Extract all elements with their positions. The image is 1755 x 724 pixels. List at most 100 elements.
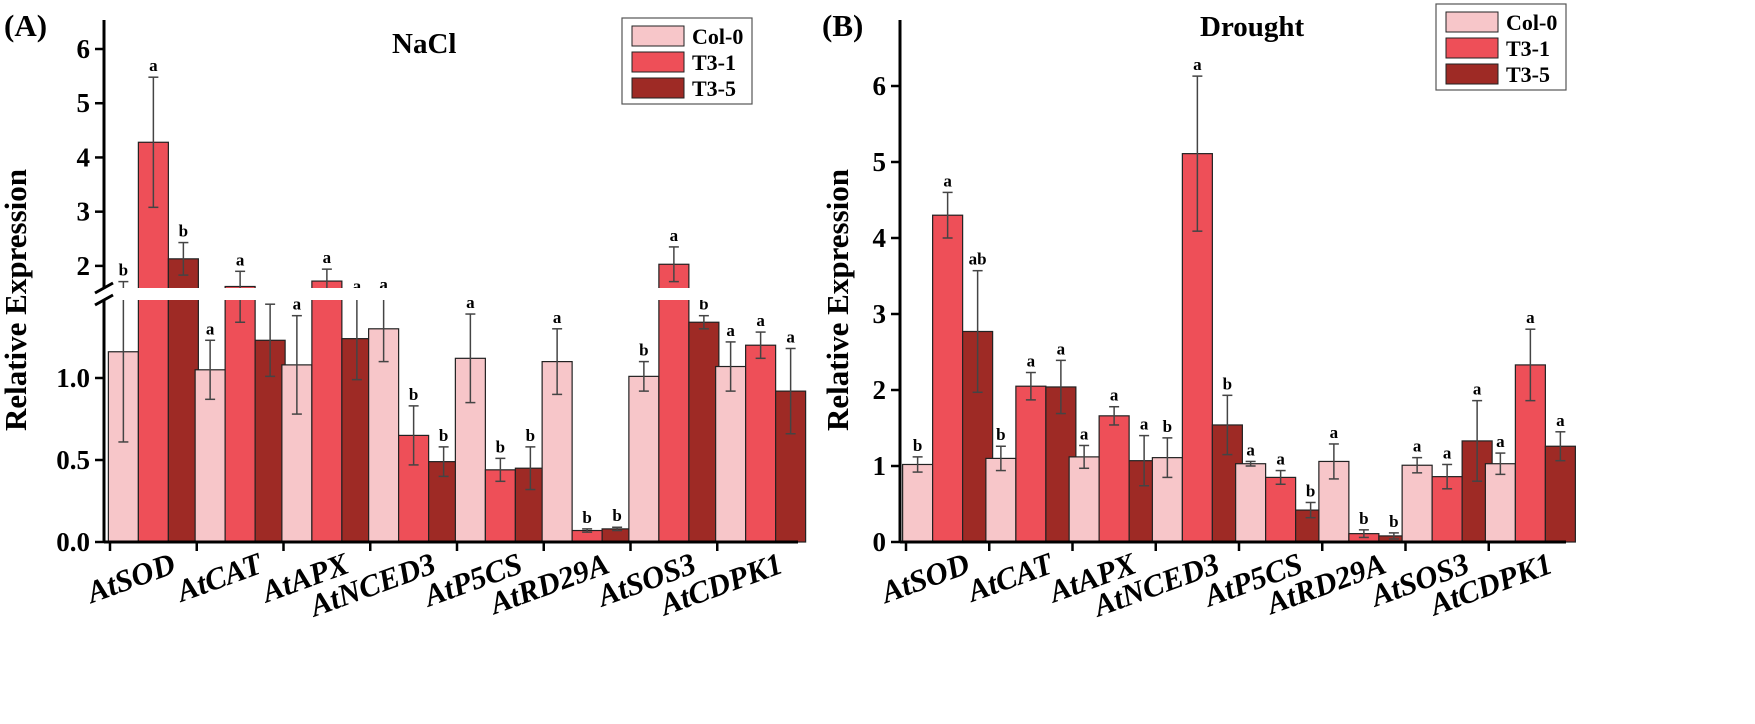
significance-label: b: [612, 506, 621, 525]
panel-b-label: (B): [822, 8, 863, 43]
legend-swatch: [1445, 63, 1499, 85]
significance-label: a: [756, 311, 765, 330]
y-tick-label: 6: [77, 34, 91, 64]
y-tick-label: 4: [873, 223, 887, 253]
significance-label: b: [439, 426, 448, 445]
significance-label: a: [1057, 339, 1066, 358]
significance-label: a: [943, 171, 952, 190]
significance-label: b: [1223, 374, 1232, 393]
bar-t3-1-atp5cs: [1265, 476, 1297, 543]
significance-label: a: [1330, 423, 1339, 442]
legend-swatch: [1445, 37, 1499, 59]
significance-label: a: [323, 248, 332, 267]
bar-t3-5-atsos3: [688, 321, 720, 543]
significance-label: b: [699, 295, 708, 314]
legend-swatch: [631, 77, 685, 99]
bar-t3-1-atapx: [311, 280, 343, 543]
panel-a-label: (A): [4, 8, 47, 43]
bar-col-0-atapx: [1068, 456, 1100, 543]
significance-label: a: [1246, 440, 1255, 459]
significance-label: a: [1526, 308, 1535, 327]
significance-label: a: [353, 277, 362, 296]
bar-col-0-atsos3: [628, 375, 660, 543]
significance-label: b: [179, 222, 188, 241]
y-tick-label: 4: [77, 142, 91, 172]
significance-label: a: [293, 295, 302, 314]
significance-label: a: [1193, 55, 1202, 74]
y-tick-label: 3: [77, 197, 91, 227]
significance-label: a: [670, 226, 679, 245]
significance-label: b: [913, 436, 922, 455]
axis-break-gap: [106, 288, 800, 300]
significance-label: a: [1496, 432, 1505, 451]
legend-label: T3-5: [1506, 62, 1550, 87]
significance-label: a: [1110, 386, 1119, 405]
bar-t3-1-atcat: [1015, 385, 1047, 543]
panel-a-ylabel: Relative Expression: [0, 169, 33, 431]
significance-label: a: [1443, 443, 1452, 462]
bar-col-0-atcdpk1: [715, 365, 747, 543]
bar-t3-1-atcat: [224, 285, 256, 543]
significance-label: a: [1473, 380, 1482, 399]
y-tick-label: 5: [77, 88, 91, 118]
significance-label: a: [1027, 352, 1036, 371]
significance-label: a: [553, 308, 562, 327]
significance-label: b: [1163, 417, 1172, 436]
significance-label: a: [149, 56, 158, 75]
y-tick-label: 3: [873, 299, 887, 329]
significance-label: b: [119, 261, 128, 280]
y-tick-label: 0.5: [56, 445, 90, 475]
significance-label: b: [996, 425, 1005, 444]
bar-t3-1-atsod: [932, 214, 964, 543]
y-tick-label: 0.0: [56, 527, 90, 557]
y-tick-label: 0: [873, 527, 887, 557]
significance-label: a: [1556, 411, 1565, 430]
bar-t3-5-atcdpk1: [1544, 445, 1576, 543]
bar-col-0-atcdpk1: [1484, 463, 1516, 543]
legend-swatch: [631, 51, 685, 73]
bar-col-0-atsos3: [1401, 464, 1433, 543]
significance-label: a: [1140, 415, 1149, 434]
significance-label: a: [466, 293, 475, 312]
bar-col-0-atnced3: [368, 328, 400, 543]
legend-label: T3-5: [692, 76, 736, 101]
significance-label: a: [1080, 424, 1089, 443]
y-tick-label: 2: [873, 375, 887, 405]
significance-label: b: [639, 341, 648, 360]
axis-break-mark: [94, 293, 114, 307]
x-tick-label: AtCAT: [961, 545, 1058, 609]
bar-t3-1-atapx: [1098, 415, 1130, 543]
significance-label: b: [1359, 509, 1368, 528]
axis-break-mark: [94, 281, 114, 295]
legend-label: Col-0: [692, 24, 743, 49]
bar-t3-1-atsos3: [658, 263, 690, 543]
significance-label: b: [409, 385, 418, 404]
bar-col-0-atp5cs: [1235, 463, 1267, 543]
significance-label: b: [1389, 512, 1398, 531]
x-tick-label: AtSOD: [874, 546, 974, 611]
legend-swatch: [1445, 11, 1499, 33]
y-tick-label: 6: [873, 71, 887, 101]
legend-label: T3-1: [692, 50, 736, 75]
legend-label: T3-1: [1506, 36, 1550, 61]
significance-label: a: [786, 327, 795, 346]
bar-col-0-atsod: [902, 463, 934, 543]
x-tick-label: AtCAT: [170, 545, 267, 609]
significance-label: a: [379, 275, 388, 294]
legend-label: Col-0: [1506, 10, 1557, 35]
significance-label: b: [1306, 481, 1315, 500]
significance-label: a: [1276, 450, 1285, 469]
significance-label: b: [496, 437, 505, 456]
y-tick-label: 5: [873, 147, 887, 177]
y-tick-label: 1: [873, 451, 887, 481]
significance-label: a: [236, 250, 245, 269]
panel-b-title: Drought: [1200, 11, 1305, 43]
panel-a-title: NaCl: [392, 28, 456, 60]
bar-t3-1-atcdpk1: [745, 344, 777, 543]
y-tick-label: 2: [77, 251, 91, 281]
bar-t3-5-atsod: [167, 258, 199, 543]
significance-label: a: [206, 319, 215, 338]
x-tick-label: AtSOD: [80, 546, 180, 611]
significance-label: b: [526, 426, 535, 445]
